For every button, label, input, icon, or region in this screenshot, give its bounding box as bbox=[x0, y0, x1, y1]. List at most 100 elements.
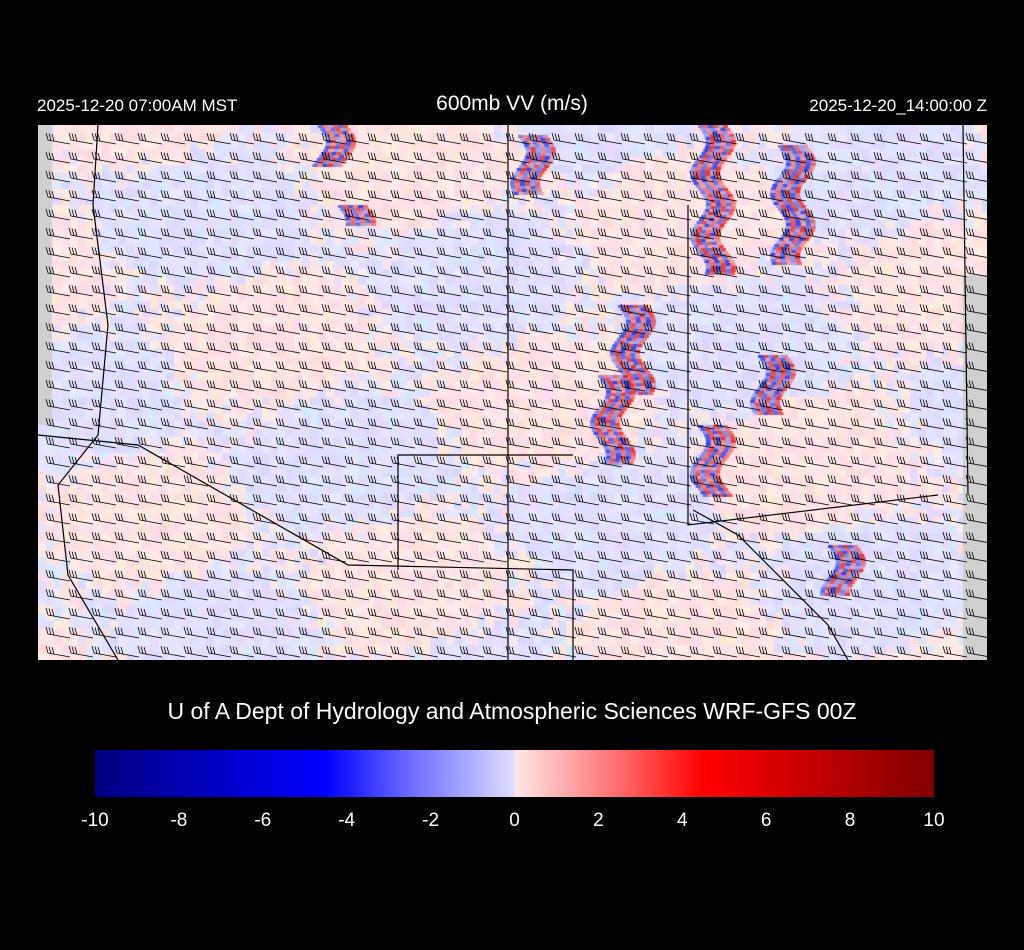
wind-barb bbox=[45, 151, 71, 164]
boundary-line bbox=[687, 205, 939, 526]
wind-barb bbox=[597, 398, 623, 411]
wind-barb bbox=[436, 436, 462, 449]
wind-barb bbox=[390, 398, 416, 411]
wind-barb bbox=[758, 303, 784, 316]
wind-barb bbox=[574, 170, 600, 183]
wind-barb bbox=[574, 607, 600, 620]
wind-barb bbox=[758, 607, 784, 620]
wind-barb bbox=[91, 265, 117, 278]
wind-barb bbox=[206, 227, 232, 240]
wind-barb bbox=[68, 398, 94, 411]
wind-barb bbox=[137, 436, 163, 449]
wind-barb bbox=[367, 474, 393, 487]
wind-barb bbox=[551, 265, 577, 278]
wind-barb bbox=[68, 493, 94, 506]
wind-barb bbox=[114, 417, 140, 430]
wind-barb bbox=[574, 379, 600, 392]
wind-barb bbox=[873, 227, 899, 240]
wind-barb bbox=[160, 398, 186, 411]
wind-barb bbox=[183, 284, 209, 297]
wind-barb bbox=[206, 550, 232, 563]
wind-barb bbox=[344, 360, 370, 373]
wind-barb bbox=[160, 341, 186, 354]
wind-barb bbox=[919, 303, 945, 316]
wind-barb bbox=[942, 246, 968, 259]
wind-barb bbox=[712, 550, 738, 563]
wind-barb bbox=[896, 531, 922, 544]
wind-barb bbox=[804, 227, 830, 240]
wind-barb bbox=[45, 645, 71, 658]
wind-barb bbox=[321, 474, 347, 487]
wind-barb bbox=[298, 455, 324, 468]
wind-barb bbox=[413, 170, 439, 183]
wind-barb bbox=[160, 379, 186, 392]
wind-barb bbox=[160, 417, 186, 430]
wind-barb bbox=[528, 208, 554, 221]
wind-barb bbox=[758, 379, 784, 392]
wind-barb bbox=[804, 360, 830, 373]
wind-barb bbox=[896, 303, 922, 316]
wind-barb bbox=[160, 626, 186, 639]
wind-barb bbox=[160, 645, 186, 658]
wind-barb bbox=[850, 170, 876, 183]
wind-barb bbox=[758, 322, 784, 335]
wind-barb bbox=[298, 531, 324, 544]
wind-barb bbox=[298, 645, 324, 658]
wind-barb bbox=[482, 626, 508, 639]
wind-barb bbox=[160, 550, 186, 563]
wind-barb bbox=[160, 531, 186, 544]
wind-barb bbox=[574, 265, 600, 278]
wind-barb bbox=[413, 645, 439, 658]
wind-barb bbox=[597, 208, 623, 221]
wind-barb bbox=[390, 246, 416, 259]
wind-barb bbox=[367, 151, 393, 164]
wind-barb bbox=[344, 303, 370, 316]
wind-barb bbox=[160, 151, 186, 164]
wind-barb bbox=[413, 474, 439, 487]
wind-barb bbox=[551, 189, 577, 202]
wind-barb bbox=[413, 417, 439, 430]
wind-barb bbox=[482, 322, 508, 335]
wind-barb bbox=[827, 303, 853, 316]
wind-barb bbox=[413, 227, 439, 240]
wind-barb bbox=[252, 189, 278, 202]
wind-barb bbox=[137, 626, 163, 639]
wind-barb bbox=[413, 569, 439, 582]
wind-barb bbox=[781, 189, 807, 202]
wind-barb bbox=[712, 417, 738, 430]
wind-barb bbox=[528, 474, 554, 487]
wind-barb bbox=[597, 360, 623, 373]
wind-barb bbox=[827, 512, 853, 525]
wind-barb bbox=[137, 588, 163, 601]
wind-barb bbox=[183, 626, 209, 639]
wind-barb bbox=[712, 626, 738, 639]
wind-barb bbox=[620, 607, 646, 620]
wind-barb bbox=[643, 151, 669, 164]
wind-barb bbox=[413, 550, 439, 563]
wind-barb bbox=[712, 455, 738, 468]
wind-barb bbox=[689, 189, 715, 202]
colorbar-tick: 8 bbox=[844, 810, 856, 831]
wind-barb bbox=[758, 645, 784, 658]
wind-barb bbox=[275, 227, 301, 240]
wind-barb bbox=[643, 132, 669, 145]
wind-barb bbox=[321, 151, 347, 164]
wind-barb bbox=[275, 322, 301, 335]
wind-barb bbox=[482, 208, 508, 221]
wind-barb bbox=[942, 645, 968, 658]
map-title: 600mb VV (m/s) bbox=[436, 92, 588, 115]
wind-barb bbox=[206, 436, 232, 449]
wind-barb bbox=[712, 645, 738, 658]
wind-barb bbox=[873, 284, 899, 297]
wind-barb bbox=[551, 645, 577, 658]
wind-barb bbox=[528, 170, 554, 183]
wind-barb bbox=[712, 303, 738, 316]
wind-barb bbox=[436, 303, 462, 316]
wind-barb bbox=[551, 132, 577, 145]
wind-barb bbox=[712, 512, 738, 525]
wind-barb bbox=[827, 322, 853, 335]
wind-barb bbox=[413, 360, 439, 373]
boundary-line bbox=[38, 434, 574, 660]
wind-barb bbox=[91, 493, 117, 506]
wind-barb bbox=[367, 493, 393, 506]
